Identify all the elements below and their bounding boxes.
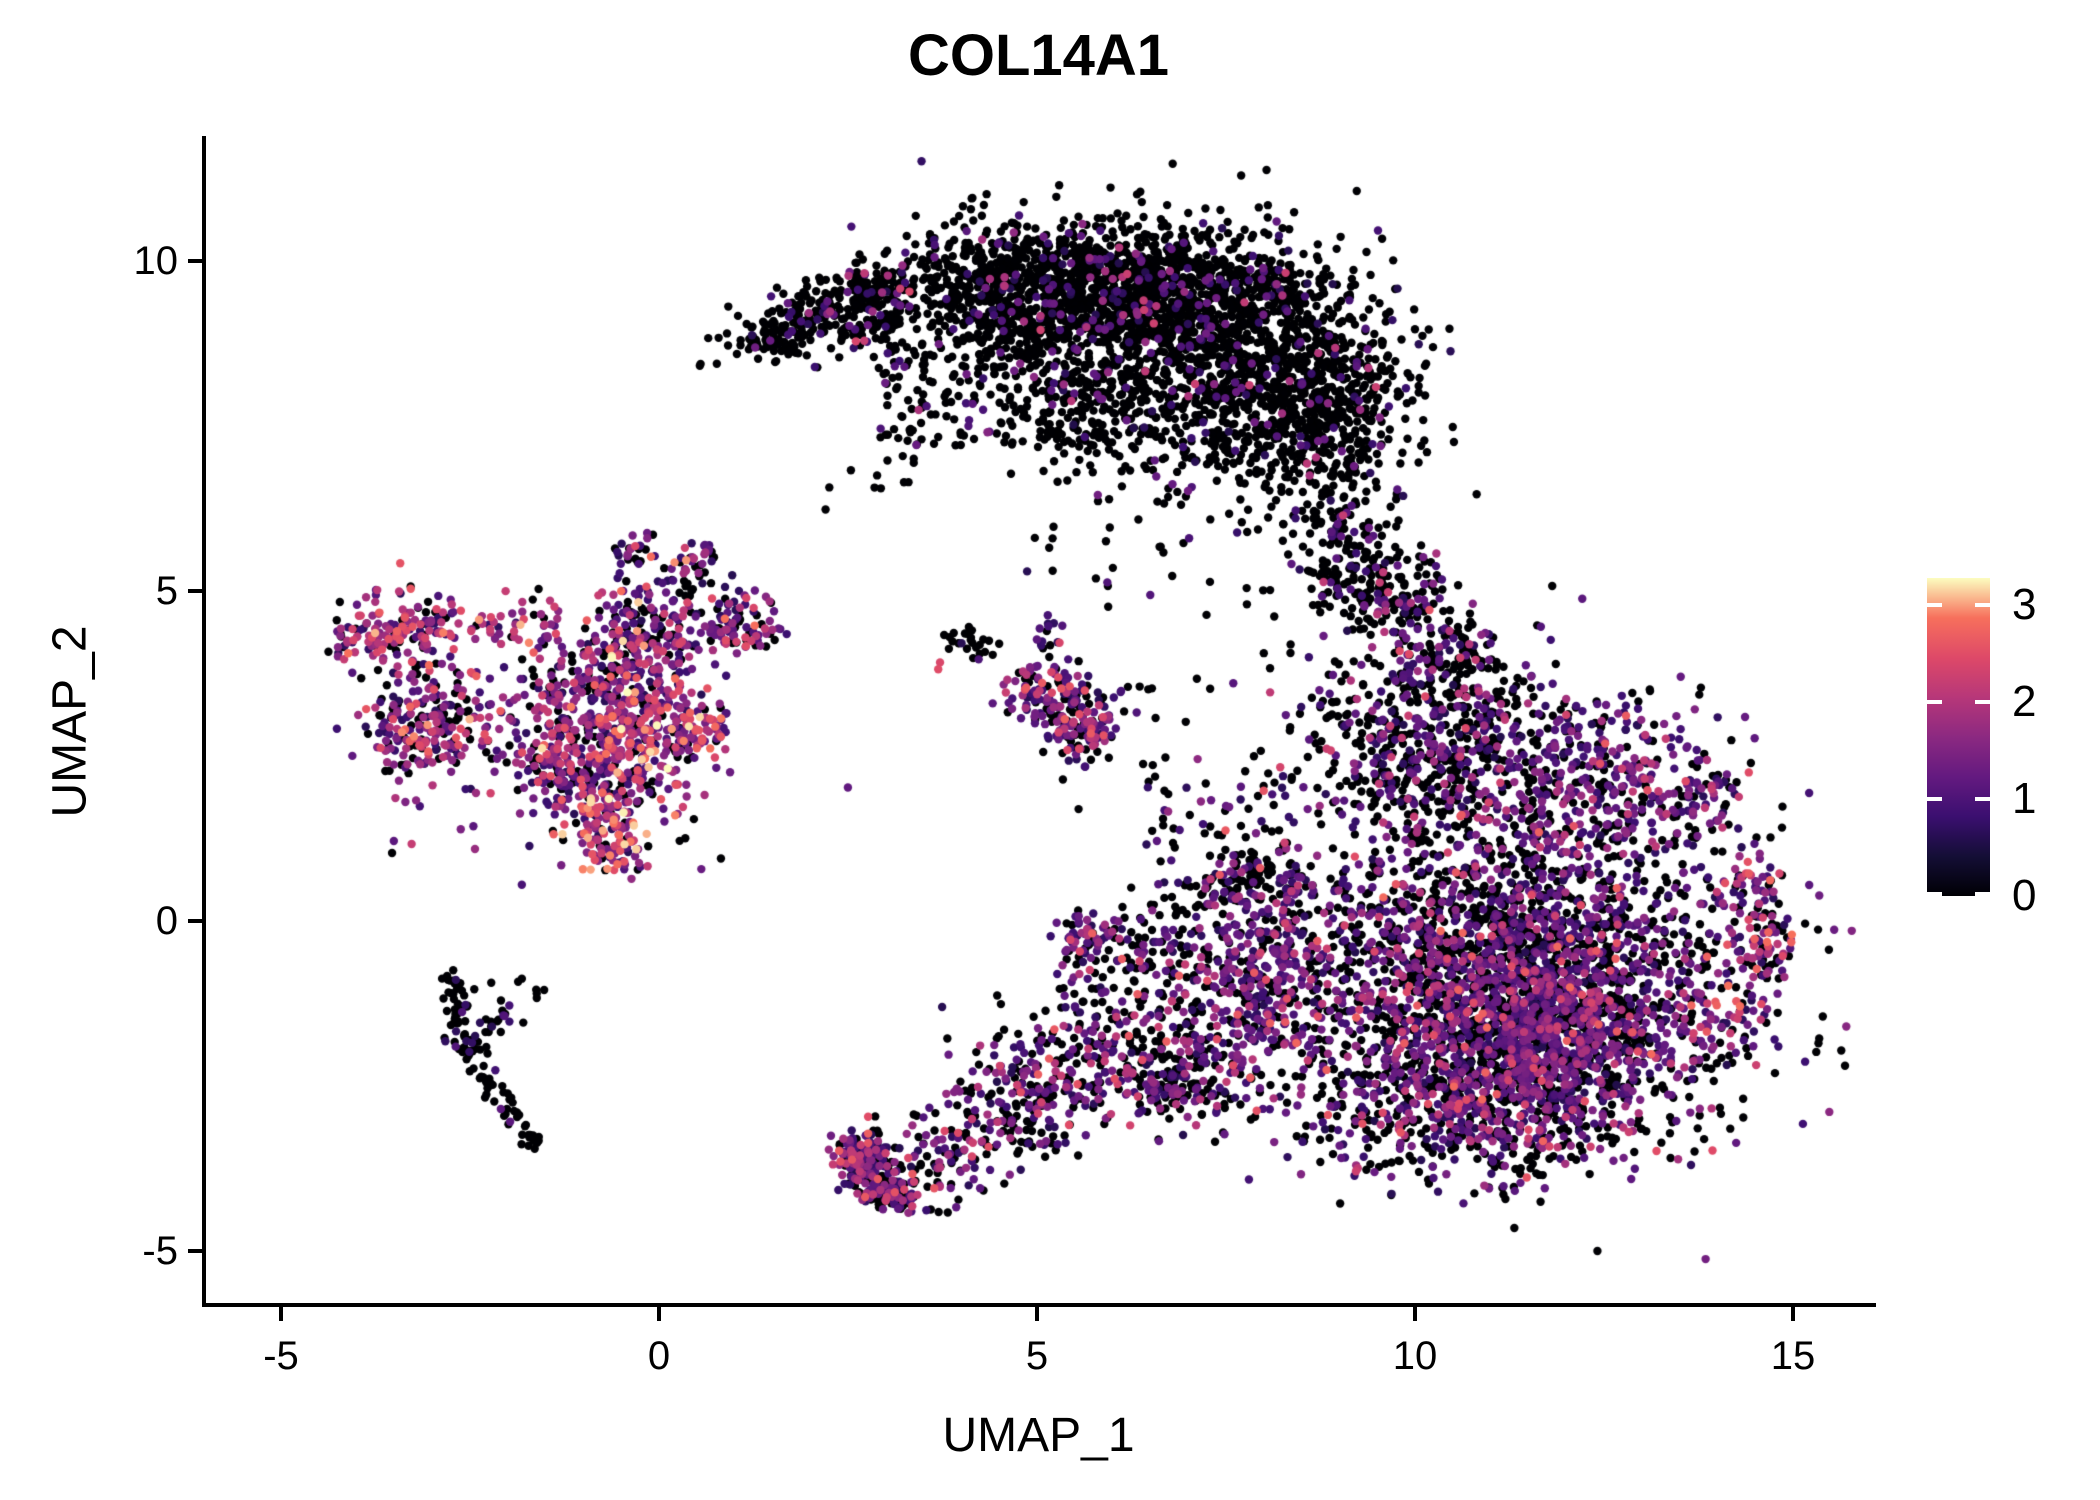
- y-axis-title: UMAP_2: [43, 625, 97, 818]
- x-tick-label: 15: [1770, 1334, 1816, 1378]
- colorbar-tick-mark: [1975, 603, 1990, 607]
- x-tick-label: 10: [1392, 1334, 1438, 1378]
- colorbar-tick-mark: [1927, 892, 1942, 896]
- y-axis-line: [202, 136, 206, 1307]
- x-tick-mark: [1791, 1307, 1795, 1321]
- colorbar-tick-mark: [1927, 797, 1942, 801]
- y-tick-label: 5: [155, 569, 178, 613]
- y-tick-label: -5: [142, 1229, 178, 1273]
- x-tick-label: 5: [1025, 1334, 1049, 1378]
- plot-title: COL14A1: [907, 23, 1170, 88]
- x-tick-mark: [1413, 1307, 1417, 1321]
- y-tick-label: 10: [133, 239, 179, 283]
- colorbar-tick-mark: [1927, 603, 1942, 607]
- expression-colorbar: [1927, 578, 1990, 896]
- x-tick-label: 0: [647, 1334, 671, 1378]
- x-axis-title: UMAP_1: [942, 1409, 1135, 1462]
- y-tick-mark: [188, 589, 202, 593]
- x-tick-mark: [279, 1307, 283, 1321]
- colorbar-tick-mark: [1975, 700, 1990, 704]
- x-tick-mark: [1035, 1307, 1039, 1321]
- x-tick-label: -5: [263, 1334, 299, 1378]
- y-tick-mark: [188, 259, 202, 263]
- y-tick-mark: [188, 919, 202, 923]
- colorbar-tick-label: 1: [2012, 774, 2037, 823]
- x-tick-mark: [657, 1307, 661, 1321]
- colorbar-tick-label: 2: [2012, 677, 2037, 726]
- colorbar-tick-mark: [1927, 700, 1942, 704]
- y-tick-label: 0: [155, 899, 178, 943]
- colorbar-tick-label: 0: [2012, 871, 2037, 920]
- colorbar-tick-label: 3: [2012, 580, 2037, 629]
- y-tick-mark: [188, 1249, 202, 1253]
- x-axis-line: [202, 1303, 1876, 1307]
- colorbar-tick-mark: [1975, 797, 1990, 801]
- colorbar-tick-mark: [1975, 892, 1990, 896]
